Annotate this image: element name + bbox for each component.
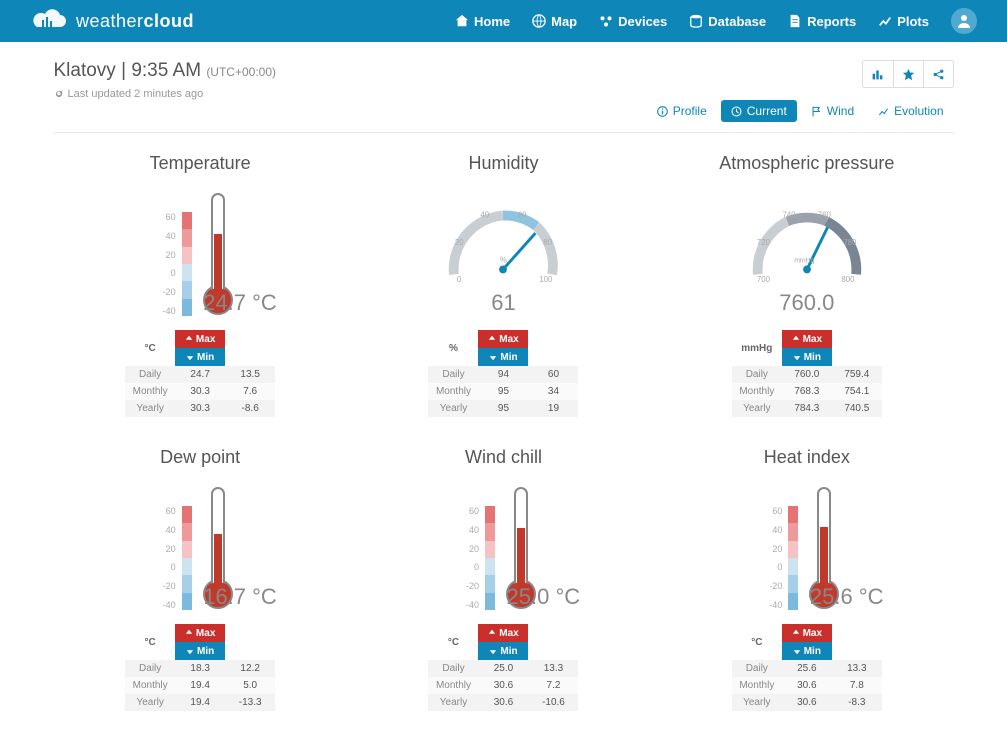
page-header: Klatovy | 9:35 AM (UTC+00:00) Last updat…	[54, 60, 954, 122]
timezone-text: (UTC+00:00)	[206, 65, 276, 79]
card-windchill: Wind chill 6040200-20-40 25.0 °C °CMaxMi…	[357, 447, 650, 711]
card-dewpoint: Dew point 6040200-20-40 16.7 °C °CMaxMin	[54, 447, 347, 711]
card-title: Atmospheric pressure	[660, 153, 953, 174]
svg-text:20: 20	[455, 238, 464, 247]
location-name: Klatovy	[54, 60, 116, 81]
svg-text:780: 780	[843, 238, 857, 247]
chart-icon	[878, 106, 889, 117]
stats-button[interactable]	[863, 61, 893, 87]
page-title: Klatovy | 9:35 AM (UTC+00:00)	[54, 60, 277, 82]
view-tabs: Profile Current Wind Evolution	[647, 100, 954, 122]
card-title: Heat index	[660, 447, 953, 468]
brand-logo[interactable]: weathercloud	[30, 9, 194, 33]
tab-wind[interactable]: Wind	[801, 100, 864, 122]
pressure-value: 760.0	[779, 290, 834, 316]
svg-text:mmHg: mmHg	[794, 258, 814, 265]
favorite-button[interactable]	[893, 61, 923, 87]
top-nav: Home Map Devices Database Reports Plots	[455, 8, 977, 34]
nav-map[interactable]: Map	[532, 14, 577, 29]
stats-table-windchill: °CMaxMin Daily25.013.3 Monthly30.67.2 Ye…	[428, 624, 578, 711]
database-icon	[689, 14, 703, 28]
humidity-value: 61	[491, 290, 515, 316]
topbar: weathercloud Home Map Devices Database R…	[0, 0, 1007, 42]
user-avatar[interactable]	[951, 8, 977, 34]
tab-current[interactable]: Current	[721, 100, 797, 122]
svg-text:0: 0	[457, 275, 462, 284]
info-icon	[657, 106, 668, 117]
card-title: Wind chill	[357, 447, 650, 468]
home-icon	[455, 14, 469, 28]
share-button[interactable]	[923, 61, 953, 87]
brand-text-2: cloud	[144, 11, 195, 31]
plots-icon	[878, 14, 892, 28]
tab-evolution[interactable]: Evolution	[868, 100, 953, 122]
svg-text:720: 720	[757, 238, 771, 247]
svg-text:40: 40	[481, 210, 490, 219]
card-temperature: Temperature 6040200-20-40 24.7 °C °CMaxM…	[54, 153, 347, 417]
last-updated: Last updated 2 minutes ago	[54, 88, 277, 100]
action-buttons	[862, 60, 954, 88]
user-icon	[956, 13, 972, 29]
thermo-scale: 6040200-20-40	[163, 212, 176, 316]
share-icon	[932, 68, 945, 81]
cloud-icon	[30, 9, 70, 33]
nav-devices[interactable]: Devices	[599, 14, 667, 29]
nav-plots[interactable]: Plots	[878, 14, 929, 29]
svg-text:80: 80	[544, 238, 553, 247]
stats-table-humidity: %MaxMin Daily9460 Monthly9534 Yearly9519	[428, 330, 578, 417]
svg-text:740: 740	[782, 210, 796, 219]
humidity-gauge: 0 20 40 60 80 100 %	[428, 186, 578, 294]
stats-table-heatindex: °CMaxMin Daily25.613.3 Monthly30.67.8 Ye…	[732, 624, 882, 711]
tab-profile[interactable]: Profile	[647, 100, 717, 122]
card-title: Humidity	[357, 153, 650, 174]
pressure-gauge: 700 720 740 760 780 800 mmHg	[732, 186, 882, 294]
stats-table-dewpoint: °CMaxMin Daily18.312.2 Monthly19.45.0 Ye…	[125, 624, 275, 711]
nav-database[interactable]: Database	[689, 14, 766, 29]
reports-icon	[788, 14, 802, 28]
thermo-colorbar	[182, 212, 192, 316]
devices-icon	[599, 14, 613, 28]
nav-reports[interactable]: Reports	[788, 14, 856, 29]
svg-text:60: 60	[518, 210, 527, 219]
bars-icon	[871, 68, 884, 81]
svg-text:700: 700	[757, 275, 771, 284]
clock-icon	[731, 106, 742, 117]
divider	[54, 132, 954, 133]
svg-text:800: 800	[841, 275, 855, 284]
stats-table-pressure: mmHgMaxMin Daily760.0759.4 Monthly768.37…	[732, 330, 882, 417]
brand-text-1: weather	[76, 11, 144, 31]
card-title: Temperature	[54, 153, 347, 174]
card-title: Dew point	[54, 447, 347, 468]
card-pressure: Atmospheric pressure 700 720 740 760 780…	[660, 153, 953, 417]
svg-text:%: %	[501, 256, 508, 265]
globe-icon	[532, 14, 546, 28]
stats-table-temperature: °CMaxMin Daily24.713.5 Monthly30.37.6 Ye…	[125, 330, 275, 417]
time-text: 9:35 AM	[131, 60, 201, 81]
nav-home[interactable]: Home	[455, 14, 510, 29]
card-heatindex: Heat index 6040200-20-40 25.6 °C °CMaxMi…	[660, 447, 953, 711]
flag-icon	[811, 106, 822, 117]
svg-text:760: 760	[818, 210, 832, 219]
refresh-icon	[54, 89, 64, 99]
cards-grid: Temperature 6040200-20-40 24.7 °C °CMaxM…	[54, 153, 954, 711]
card-humidity: Humidity 0 20 40 60 80 100 % 61	[357, 153, 650, 417]
svg-text:100: 100	[540, 275, 554, 284]
star-icon	[902, 68, 915, 81]
